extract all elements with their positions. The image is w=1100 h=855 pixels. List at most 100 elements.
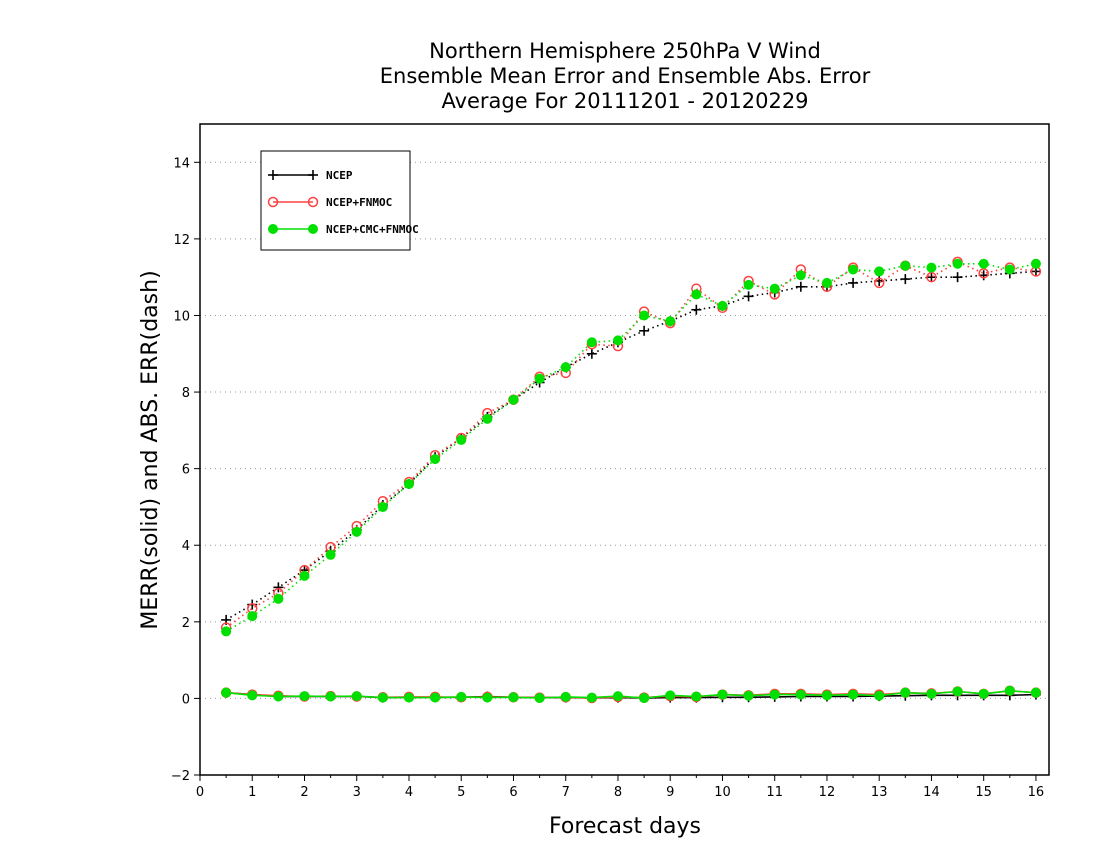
mean-error-point	[273, 691, 284, 702]
abs-error-point	[639, 325, 650, 336]
x-tick-label: 1	[248, 785, 256, 800]
abs-error-point	[874, 266, 885, 277]
chart-title: Northern Hemisphere 250hPa V WindEnsembl…	[380, 39, 871, 113]
mean-error-point	[534, 693, 545, 704]
abs-error-point	[848, 264, 859, 275]
x-tick-label: 3	[353, 785, 361, 800]
mean-error-point	[639, 693, 650, 704]
abs-error-point	[848, 277, 859, 288]
abs-error-point	[978, 268, 989, 279]
mean-error-point	[325, 691, 336, 702]
y-tick-label: 12	[173, 233, 190, 248]
mean-error-point	[560, 691, 571, 702]
mean-error-point	[1004, 685, 1015, 696]
x-tick-label: 15	[975, 785, 992, 800]
mean-error-point	[821, 690, 832, 701]
grid-lines	[200, 161, 1049, 776]
abs-error-point	[612, 335, 623, 346]
y-tick-label: 10	[173, 309, 190, 324]
legend-marker	[308, 224, 318, 234]
abs-error-point	[717, 300, 728, 311]
x-tick-label: 16	[1028, 785, 1045, 800]
abs-error-line	[225, 270, 1036, 621]
abs-error-point	[743, 279, 754, 290]
abs-error-point	[900, 260, 911, 271]
plot-area-frame	[199, 123, 1050, 776]
legend: NCEP NCEP+FNMOC NCEP+CMC+FNMOC	[260, 150, 419, 251]
abs-error-point	[691, 289, 702, 300]
abs-error-point	[795, 270, 806, 281]
y-tick-label: −2	[171, 769, 190, 784]
legend-label: NCEP+FNMOC	[326, 196, 392, 209]
abs-error-line	[225, 261, 1037, 629]
abs-error-point	[247, 611, 258, 622]
abs-error-point	[926, 271, 937, 283]
x-axis-title: Forecast days	[549, 814, 701, 839]
legend-item: NCEP+CMC+FNMOC	[268, 223, 419, 236]
mean-error-point	[612, 691, 623, 702]
mean-error-point	[717, 689, 728, 700]
abs-error-point	[1004, 264, 1015, 275]
y-tick-label: 4	[182, 539, 190, 554]
mean-error-point	[952, 686, 963, 697]
mean-error-line	[226, 689, 1036, 699]
y-tick-label: 8	[182, 386, 190, 401]
x-tick-label: 0	[196, 785, 204, 800]
x-tick-label: 11	[766, 785, 783, 800]
mean-error-point	[795, 689, 806, 700]
mean-error-point	[351, 691, 362, 702]
y-tick-label: 14	[173, 156, 190, 171]
mean-error-point	[1030, 687, 1041, 698]
abs-error-point	[795, 281, 806, 292]
mean-error-point	[665, 690, 676, 701]
abs-error-point	[325, 549, 336, 560]
abs-error-point	[534, 373, 545, 384]
series-ncep-cmc-fnmoc	[221, 258, 1041, 704]
legend-item: NCEP	[268, 169, 353, 182]
x-tick-label: 14	[923, 785, 940, 800]
y-axis-title: MERR(solid) and ABS. ERR(dash)	[138, 270, 163, 629]
mean-error-point	[691, 691, 702, 702]
abs-error-point	[952, 258, 963, 269]
legend-label: NCEP+CMC+FNMOC	[326, 223, 419, 236]
mean-error-point	[874, 690, 885, 701]
legend-marker	[307, 196, 319, 208]
legend-marker	[268, 170, 278, 180]
mean-error-point	[586, 692, 597, 703]
x-tick-label: 6	[509, 785, 517, 800]
abs-error-point	[873, 277, 885, 289]
abs-error-point	[273, 582, 284, 593]
abs-error-point	[430, 454, 441, 465]
chart-title-line: Ensemble Mean Error and Ensemble Abs. Er…	[380, 64, 871, 88]
x-tick-label: 7	[562, 785, 570, 800]
abs-error-point	[926, 262, 937, 273]
x-tick-label: 4	[405, 785, 413, 800]
chart-title-line: Northern Hemisphere 250hPa V Wind	[429, 39, 821, 63]
mean-error-point	[221, 687, 232, 698]
mean-error-point	[926, 688, 937, 699]
legend-box	[260, 150, 411, 251]
x-tick-label: 10	[714, 785, 731, 800]
legend-marker	[267, 196, 279, 208]
y-tick-label: 2	[182, 616, 190, 631]
y-tick-label: 0	[182, 692, 190, 707]
mean-error-point	[482, 692, 493, 703]
legend-marker	[308, 170, 318, 180]
abs-error-point	[769, 283, 780, 294]
x-tick-label: 2	[300, 785, 308, 800]
mean-error-point	[508, 692, 519, 703]
abs-error-point	[743, 291, 754, 302]
abs-error-point	[508, 394, 519, 405]
abs-error-point	[691, 304, 702, 315]
abs-error-point	[952, 272, 963, 283]
abs-error-point	[456, 434, 467, 445]
mean-error-point	[848, 689, 859, 700]
abs-error-point	[639, 310, 650, 321]
mean-error-point	[377, 692, 388, 703]
mean-error-point	[430, 692, 441, 703]
mean-error-point	[978, 688, 989, 699]
abs-error-point	[586, 348, 597, 359]
abs-error-line	[225, 262, 1037, 633]
